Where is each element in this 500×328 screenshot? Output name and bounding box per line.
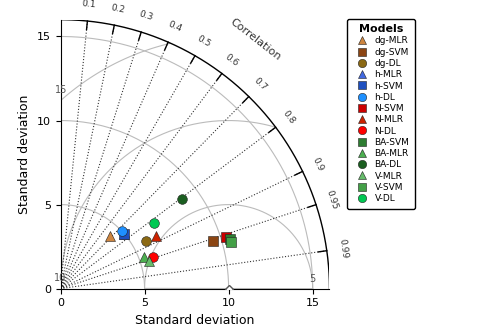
- Text: 0.95: 0.95: [324, 189, 340, 210]
- Text: 0.2: 0.2: [110, 3, 126, 14]
- Text: 0.99: 0.99: [338, 238, 349, 259]
- X-axis label: Standard deviation: Standard deviation: [136, 314, 254, 327]
- Text: 10: 10: [54, 273, 66, 283]
- Text: 0.3: 0.3: [138, 10, 154, 23]
- Text: 0.8: 0.8: [281, 109, 297, 126]
- Text: 0.9: 0.9: [310, 156, 325, 173]
- Text: 0.7: 0.7: [252, 76, 269, 93]
- Legend: dg-MLR, dg-SVM, dg-DL, h-MLR, h-SVM, h-DL, N-SVM, N-MLR, N-DL, BA-SVM, BA-MLR, B: dg-MLR, dg-SVM, dg-DL, h-MLR, h-SVM, h-D…: [348, 19, 415, 209]
- Text: 15: 15: [55, 85, 68, 95]
- Text: 0.1: 0.1: [82, 0, 96, 10]
- Text: 0.5: 0.5: [195, 34, 212, 49]
- Text: Correlation: Correlation: [228, 17, 282, 62]
- Y-axis label: Standard deviation: Standard deviation: [18, 94, 31, 214]
- Text: 5: 5: [310, 274, 316, 284]
- Text: 0.4: 0.4: [166, 20, 183, 34]
- Text: 0.6: 0.6: [224, 52, 240, 68]
